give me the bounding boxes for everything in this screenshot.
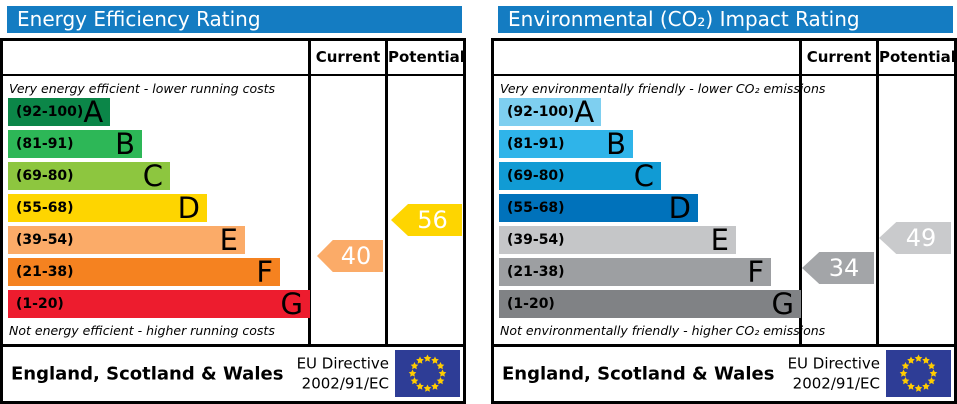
band-f-letter: F	[256, 255, 273, 289]
band-d-letter: D	[668, 191, 691, 225]
band-a-range: (92-100)	[507, 104, 575, 120]
bottom-note: Not environmentally friendly - higher CO…	[500, 323, 826, 338]
energy-panel-frame: Current Potential Very energy efficient …	[0, 38, 466, 404]
bottom-note: Not energy efficient - higher running co…	[9, 323, 275, 338]
band-c-letter: C	[142, 159, 163, 193]
potential-rating-arrow: 49	[879, 222, 951, 254]
potential-column-header: Potential	[879, 48, 956, 66]
band-b-letter: B	[606, 127, 626, 161]
current-column-header: Current	[315, 48, 381, 66]
band-g-letter: G	[280, 287, 303, 321]
band-f-range: (21-38)	[507, 264, 565, 280]
eu-directive-line2: 2002/91/EC	[301, 374, 389, 392]
current-column-header: Current	[806, 48, 872, 66]
band-e: (39-54) E	[8, 223, 245, 257]
energy-efficiency-panel: Energy Efficiency Rating Current Potenti…	[0, 0, 466, 404]
band-d: (55-68) D	[499, 191, 698, 225]
energy-panel-title: Energy Efficiency Rating	[7, 6, 462, 33]
band-g-range: (1-20)	[16, 296, 64, 312]
eu-flag-icon	[395, 350, 460, 397]
band-b: (81-91) B	[8, 127, 142, 161]
band-d: (55-68) D	[8, 191, 207, 225]
current-rating-arrow: 40	[317, 240, 383, 272]
band-a: (92-100) A	[8, 95, 110, 129]
band-d-range: (55-68)	[16, 200, 74, 216]
environmental-impact-panel: Environmental (CO₂) Impact Rating Curren…	[491, 0, 957, 404]
band-f-range: (21-38)	[16, 264, 74, 280]
potential-column-divider	[385, 41, 388, 344]
header-divider	[494, 74, 954, 76]
band-e-letter: E	[710, 223, 729, 257]
band-f-letter: F	[747, 255, 764, 289]
eu-directive-line1: EU Directive	[296, 354, 389, 373]
band-f: (21-38) F	[8, 255, 280, 289]
footer-divider	[494, 344, 954, 347]
band-b-letter: B	[115, 127, 135, 161]
eu-directive-label: EU Directive 2002/91/EC	[788, 355, 880, 394]
eu-directive-line2: 2002/91/EC	[792, 374, 880, 392]
current-column-divider	[308, 41, 311, 344]
band-a-letter: A	[83, 95, 104, 129]
potential-rating-arrow: 56	[391, 204, 462, 236]
band-b-range: (81-91)	[507, 136, 565, 152]
band-b-range: (81-91)	[16, 136, 74, 152]
potential-column-header: Potential	[388, 48, 465, 66]
eu-flag-icon	[886, 350, 951, 397]
band-d-letter: D	[177, 191, 200, 225]
band-c-letter: C	[633, 159, 654, 193]
panel-footer: England, Scotland & Wales EU Directive 2…	[3, 347, 463, 401]
panel-footer: England, Scotland & Wales EU Directive 2…	[494, 347, 954, 401]
band-e-range: (39-54)	[507, 232, 565, 248]
potential-column-divider	[876, 41, 879, 344]
footer-divider	[3, 344, 463, 347]
top-note: Very energy efficient - lower running co…	[9, 81, 276, 96]
current-rating-arrow: 34	[802, 252, 874, 284]
band-c-range: (69-80)	[16, 168, 74, 184]
top-note: Very environmentally friendly - lower CO…	[500, 81, 826, 96]
band-e-range: (39-54)	[16, 232, 74, 248]
band-g: (1-20) G	[499, 287, 801, 321]
band-g: (1-20) G	[8, 287, 310, 321]
environmental-panel-frame: Current Potential Very environmentally f…	[491, 38, 957, 404]
environmental-panel-title: Environmental (CO₂) Impact Rating	[498, 6, 953, 33]
band-f: (21-38) F	[499, 255, 771, 289]
band-a: (92-100) A	[499, 95, 601, 129]
current-column-divider	[799, 41, 802, 344]
eu-directive-label: EU Directive 2002/91/EC	[297, 355, 389, 394]
band-g-range: (1-20)	[507, 296, 555, 312]
band-g-letter: G	[771, 287, 794, 321]
band-b: (81-91) B	[499, 127, 633, 161]
region-label: England, Scotland & Wales	[11, 363, 284, 385]
band-a-range: (92-100)	[16, 104, 84, 120]
band-c-range: (69-80)	[507, 168, 565, 184]
band-c: (69-80) C	[8, 159, 170, 193]
band-d-range: (55-68)	[507, 200, 565, 216]
band-e: (39-54) E	[499, 223, 736, 257]
region-label: England, Scotland & Wales	[502, 363, 775, 385]
band-e-letter: E	[219, 223, 238, 257]
band-c: (69-80) C	[499, 159, 661, 193]
band-a-letter: A	[574, 95, 595, 129]
header-divider	[3, 74, 463, 76]
eu-directive-line1: EU Directive	[787, 354, 880, 373]
